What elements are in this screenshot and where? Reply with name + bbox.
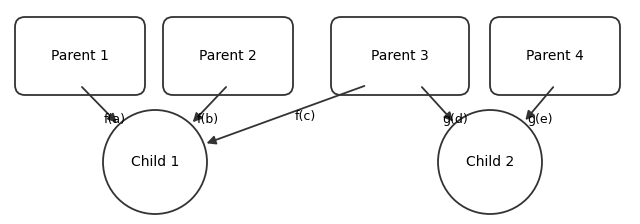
Text: f(b): f(b)	[197, 112, 219, 125]
Text: Parent 3: Parent 3	[371, 49, 429, 63]
FancyBboxPatch shape	[15, 17, 145, 95]
Text: f(c): f(c)	[294, 110, 316, 123]
FancyBboxPatch shape	[163, 17, 293, 95]
Text: g(e): g(e)	[527, 112, 553, 125]
Text: Parent 4: Parent 4	[526, 49, 584, 63]
Text: Child 1: Child 1	[131, 155, 179, 169]
Circle shape	[103, 110, 207, 214]
Text: Child 2: Child 2	[466, 155, 514, 169]
Text: g(d): g(d)	[442, 112, 468, 125]
FancyBboxPatch shape	[490, 17, 620, 95]
Text: f(a): f(a)	[104, 112, 126, 125]
Circle shape	[438, 110, 542, 214]
Text: Parent 1: Parent 1	[51, 49, 109, 63]
Text: Parent 2: Parent 2	[199, 49, 257, 63]
FancyBboxPatch shape	[331, 17, 469, 95]
